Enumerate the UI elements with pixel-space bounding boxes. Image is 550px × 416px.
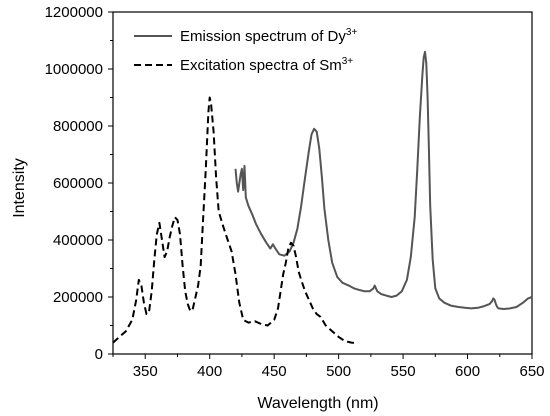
x-axis-title: Wavelength (nm) [257,395,378,412]
x-tick-label: 650 [519,363,544,380]
series-line-emission-dy [234,50,533,310]
y-tick-label: 600000 [53,175,103,192]
y-tick-label: 1000000 [45,61,103,78]
y-ticks: 0 200000 400000 600000 800000 1000000 1200000 [45,4,113,363]
x-tick-label: 450 [262,363,287,380]
x-tick-label: 600 [455,363,480,380]
y-tick-label: 800000 [53,118,103,135]
y-tick-label: 400000 [53,232,103,249]
y-axis-title: Intensity [11,158,28,218]
legend-label-excitation: Excitation spectra of Sm3+ [180,56,353,74]
series-line-excitation-sm [112,96,359,345]
x-tick-label: 500 [326,363,351,380]
series-group [112,50,533,345]
x-tick-label: 350 [133,363,158,380]
y-tick-label: 200000 [53,289,103,306]
legend: Emission spectrum of Dy3+ Excitation spe… [134,27,357,74]
x-ticks: 350 400 450 500 550 600 650 [112,354,545,380]
x-tick-label: 550 [391,363,416,380]
legend-label-emission: Emission spectrum of Dy3+ [180,27,357,45]
y-tick-label: 0 [95,346,103,363]
y-tick-label: 1200000 [45,4,103,21]
x-tick-label: 400 [197,363,222,380]
